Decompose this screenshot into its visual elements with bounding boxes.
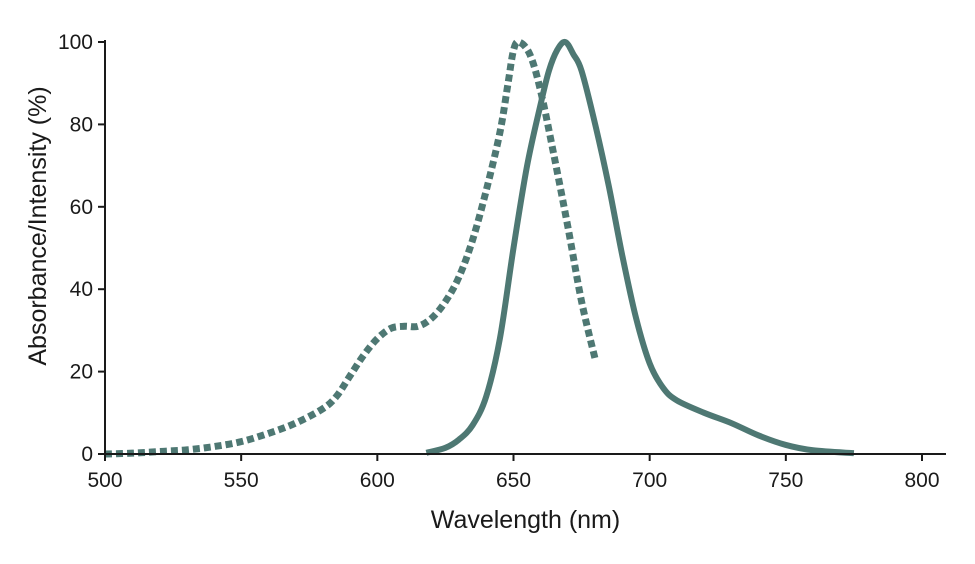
absorbance-series-line — [104, 38, 599, 458]
emission-series-line — [425, 38, 855, 457]
series-layer — [104, 38, 855, 458]
ticks-layer: 500 550 600 650 700 750 800 0 20 40 60 80 100 — [58, 31, 940, 492]
x-tick-label: 600 — [360, 469, 395, 492]
y-tick-label: 60 — [70, 196, 93, 219]
x-axis-title: Wavelength (nm) — [431, 506, 620, 534]
y-tick-label: 20 — [70, 361, 93, 384]
y-tick-label: 100 — [58, 31, 93, 54]
y-tick-label: 80 — [70, 113, 93, 136]
x-tick-label: 700 — [632, 469, 667, 492]
x-tick-label: 500 — [87, 469, 122, 492]
x-tick-label: 550 — [224, 469, 259, 492]
x-tick-label: 750 — [768, 469, 803, 492]
x-tick-label: 800 — [904, 469, 939, 492]
y-tick-label: 40 — [70, 278, 93, 301]
axes-layer — [104, 40, 946, 455]
y-tick-label: 0 — [81, 443, 93, 466]
y-axis-title: Absorbance/Intensity (%) — [24, 86, 52, 365]
x-tick-label: 650 — [496, 469, 531, 492]
